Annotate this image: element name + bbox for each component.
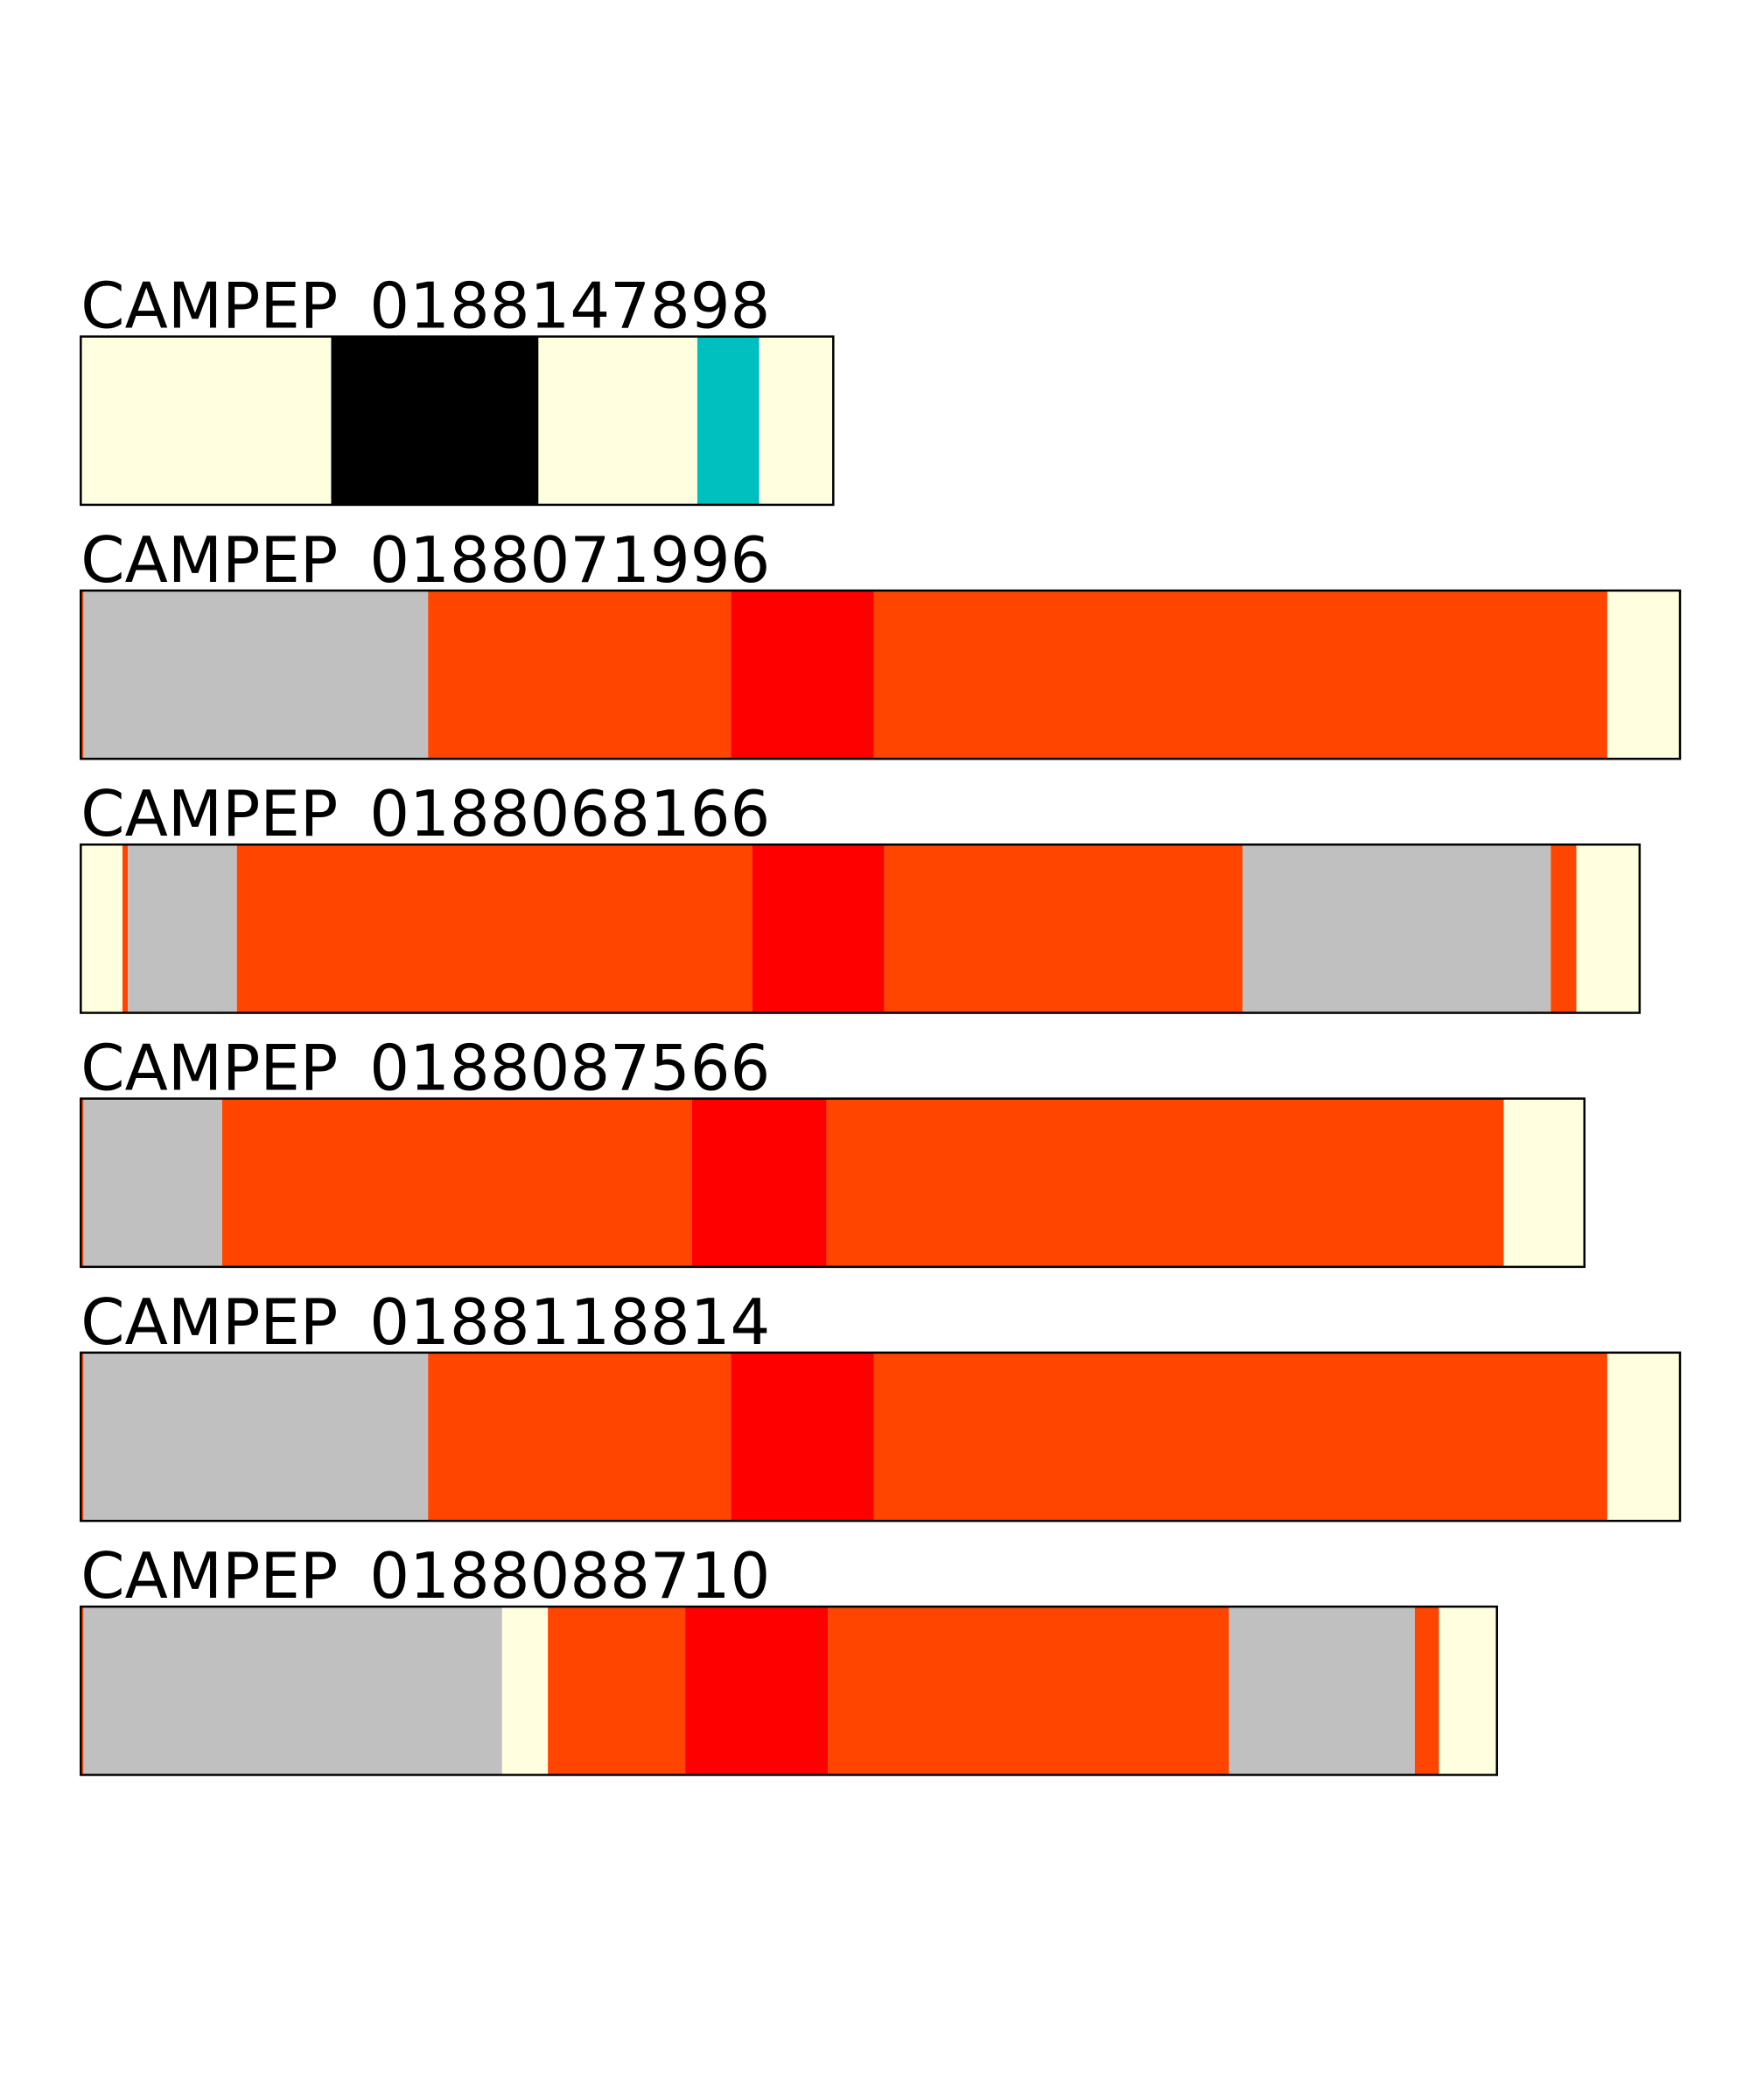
segment	[128, 844, 237, 1013]
segment	[221, 1098, 692, 1267]
segment	[696, 336, 760, 505]
segment	[731, 1352, 874, 1522]
segment	[548, 1606, 686, 1775]
segment	[428, 590, 732, 760]
segment	[826, 1098, 1504, 1267]
segment	[1606, 590, 1680, 760]
segment	[685, 1606, 829, 1775]
row-label: CAMPEP_0188147898	[80, 270, 770, 343]
segment	[759, 336, 834, 505]
segment	[691, 1098, 827, 1267]
bar-frame	[80, 1097, 1586, 1269]
segment	[80, 336, 332, 505]
segment	[1503, 1098, 1585, 1267]
segment	[331, 336, 539, 505]
segment	[1414, 1606, 1439, 1775]
bar-frame	[80, 843, 1642, 1014]
segment	[501, 1606, 549, 1775]
segment	[80, 1606, 84, 1775]
segment	[1228, 1606, 1415, 1775]
segment	[80, 1098, 84, 1267]
row-label: CAMPEP_0188088710	[80, 1539, 770, 1613]
segment	[1438, 1606, 1497, 1775]
segment	[1242, 844, 1551, 1013]
segment	[873, 1352, 1607, 1522]
segment	[752, 844, 885, 1013]
segment	[80, 1352, 84, 1522]
bar-frame	[80, 1605, 1499, 1776]
bar-frame	[80, 335, 835, 507]
segment	[884, 844, 1242, 1013]
row-label: CAMPEP_0188118814	[80, 1285, 770, 1359]
segment	[83, 1098, 222, 1267]
segment	[236, 844, 752, 1013]
segment	[1606, 1352, 1680, 1522]
row-label: CAMPEP_0188068166	[80, 777, 770, 850]
segment	[80, 844, 122, 1013]
segment	[731, 590, 874, 760]
segment	[1576, 844, 1640, 1013]
segment	[538, 336, 697, 505]
segment	[122, 844, 129, 1013]
segment	[873, 590, 1607, 760]
row-label: CAMPEP_0188087566	[80, 1032, 770, 1105]
segment	[1550, 844, 1577, 1013]
bar-frame	[80, 589, 1682, 760]
segment	[428, 1352, 732, 1522]
row-label: CAMPEP_0188071996	[80, 523, 770, 597]
segment	[828, 1606, 1229, 1775]
segment	[83, 1352, 429, 1522]
bar-frame	[80, 1351, 1682, 1522]
segment	[83, 590, 429, 760]
segment	[83, 1606, 502, 1775]
segment	[80, 590, 84, 760]
